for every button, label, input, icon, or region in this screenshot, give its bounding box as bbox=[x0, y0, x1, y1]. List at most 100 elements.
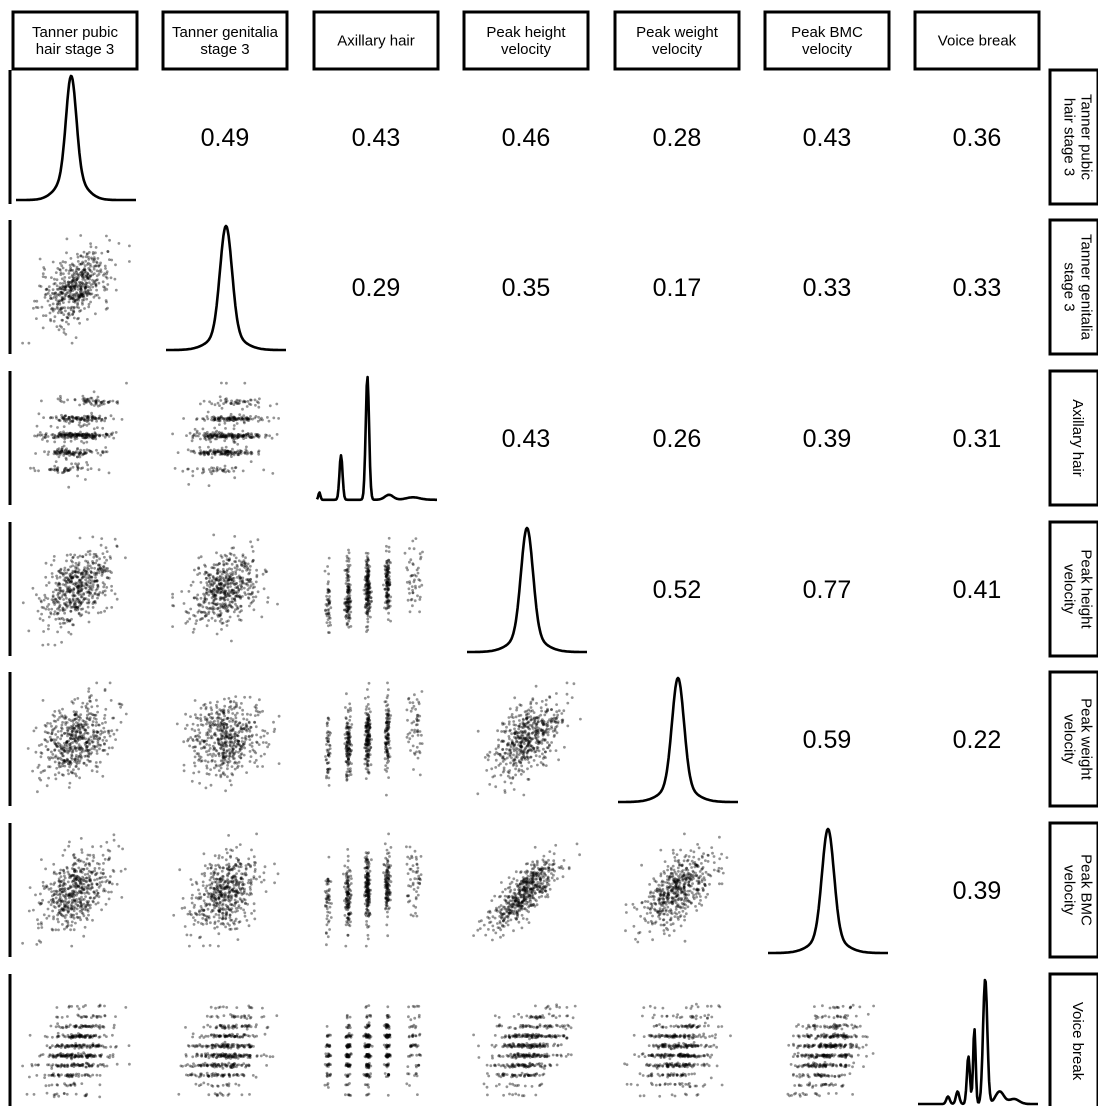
scatter-point bbox=[61, 292, 64, 296]
scatter-point bbox=[215, 551, 218, 555]
scatter-point bbox=[89, 570, 93, 573]
scatter-point bbox=[229, 585, 232, 588]
correlation-value: 0.77 bbox=[803, 576, 852, 604]
scatter-point bbox=[98, 434, 101, 438]
scatter-point bbox=[197, 728, 201, 732]
scatter-point bbox=[55, 278, 59, 282]
scatter-point bbox=[51, 575, 54, 579]
scatter-point bbox=[56, 593, 60, 597]
scatter-point bbox=[347, 757, 350, 761]
scatter-point bbox=[366, 703, 370, 706]
scatter-point bbox=[87, 276, 90, 280]
scatter-point bbox=[69, 632, 73, 636]
scatter-point bbox=[103, 286, 107, 290]
scatter-point bbox=[99, 611, 103, 614]
scatter-point bbox=[412, 768, 415, 771]
scatter-point bbox=[47, 581, 51, 585]
scatter-point bbox=[220, 415, 223, 418]
scatter-point bbox=[234, 713, 237, 717]
scatter-point bbox=[82, 399, 86, 403]
scatter-point bbox=[254, 725, 258, 729]
scatter-point bbox=[78, 536, 82, 540]
scatter-point bbox=[198, 781, 202, 785]
scatter-point bbox=[60, 325, 63, 329]
scatter-point bbox=[202, 399, 206, 403]
scatter-point bbox=[266, 731, 269, 735]
scatter-point bbox=[85, 440, 89, 444]
scatter-point bbox=[384, 764, 388, 767]
scatter-point bbox=[86, 713, 89, 717]
scatter-point bbox=[387, 733, 391, 737]
scatter-point bbox=[344, 716, 348, 720]
scatter-point bbox=[249, 580, 253, 584]
scatter-point bbox=[199, 603, 203, 607]
scatter-point bbox=[71, 564, 75, 568]
scatter-point bbox=[251, 550, 255, 553]
scatter-point bbox=[234, 591, 237, 595]
scatter-point bbox=[232, 576, 236, 580]
scatter-point bbox=[246, 712, 249, 716]
scatter-point bbox=[266, 745, 269, 749]
scatter-point bbox=[97, 296, 101, 300]
scatter-point bbox=[60, 299, 64, 302]
scatter-point bbox=[384, 578, 387, 582]
scatter-point bbox=[242, 581, 245, 585]
scatter-point bbox=[103, 555, 106, 559]
scatter-point bbox=[182, 740, 186, 744]
column-header-3: Axillary hair bbox=[312, 10, 440, 71]
scatter-point bbox=[522, 793, 526, 797]
scatter-point bbox=[48, 311, 52, 315]
scatter-point bbox=[253, 720, 256, 724]
scatter-point bbox=[95, 419, 98, 423]
scatter-point bbox=[49, 318, 52, 321]
scatter-point bbox=[85, 297, 89, 301]
scatter-point bbox=[189, 715, 192, 718]
scatter-point bbox=[244, 556, 247, 560]
correlation-value: 0.41 bbox=[953, 576, 1002, 604]
scatter-point bbox=[112, 732, 116, 736]
scatter-point bbox=[73, 285, 76, 289]
scatter-point bbox=[67, 295, 70, 298]
scatter-point bbox=[347, 736, 350, 740]
scatter-point bbox=[52, 292, 56, 296]
scatter-point bbox=[261, 709, 264, 713]
scatter-point bbox=[250, 745, 254, 748]
row-header-text: Peak height bbox=[1078, 549, 1095, 629]
scatter-point bbox=[195, 737, 199, 741]
scatter-point bbox=[53, 315, 57, 319]
scatter-point bbox=[56, 757, 60, 761]
scatter-point bbox=[408, 610, 412, 614]
scatter-point bbox=[80, 293, 84, 297]
scatter-point bbox=[209, 768, 213, 771]
scatter-point bbox=[40, 399, 43, 403]
scatter-point bbox=[38, 431, 42, 434]
scatter-point bbox=[69, 308, 73, 312]
scatter-point bbox=[347, 619, 351, 623]
scatter-point bbox=[78, 262, 82, 266]
scatter-point bbox=[344, 706, 347, 709]
scatter-point bbox=[238, 568, 242, 572]
scatter-point bbox=[86, 550, 90, 554]
scatter-point bbox=[502, 766, 506, 770]
scatter-point bbox=[70, 559, 73, 562]
scatter-point bbox=[240, 564, 244, 567]
scatter-point bbox=[87, 687, 91, 690]
scatter-point bbox=[205, 722, 208, 726]
scatter-point bbox=[66, 759, 69, 762]
scatter-point bbox=[239, 756, 243, 760]
scatter-point bbox=[93, 282, 97, 285]
scatter-point bbox=[349, 769, 352, 773]
scatter-point bbox=[197, 566, 201, 570]
column-header-text: Peak height bbox=[486, 24, 566, 41]
scatter-point bbox=[328, 621, 332, 624]
scatter-point bbox=[347, 551, 351, 555]
scatter-point bbox=[415, 698, 419, 701]
scatter-point bbox=[244, 593, 248, 596]
scatter-point bbox=[76, 297, 79, 301]
scatter-point bbox=[387, 560, 391, 564]
scatter-point bbox=[119, 705, 122, 709]
scatter-point bbox=[219, 775, 223, 779]
scatter-point bbox=[32, 466, 36, 470]
scatter-point bbox=[226, 453, 230, 457]
scatter-point bbox=[230, 639, 233, 643]
